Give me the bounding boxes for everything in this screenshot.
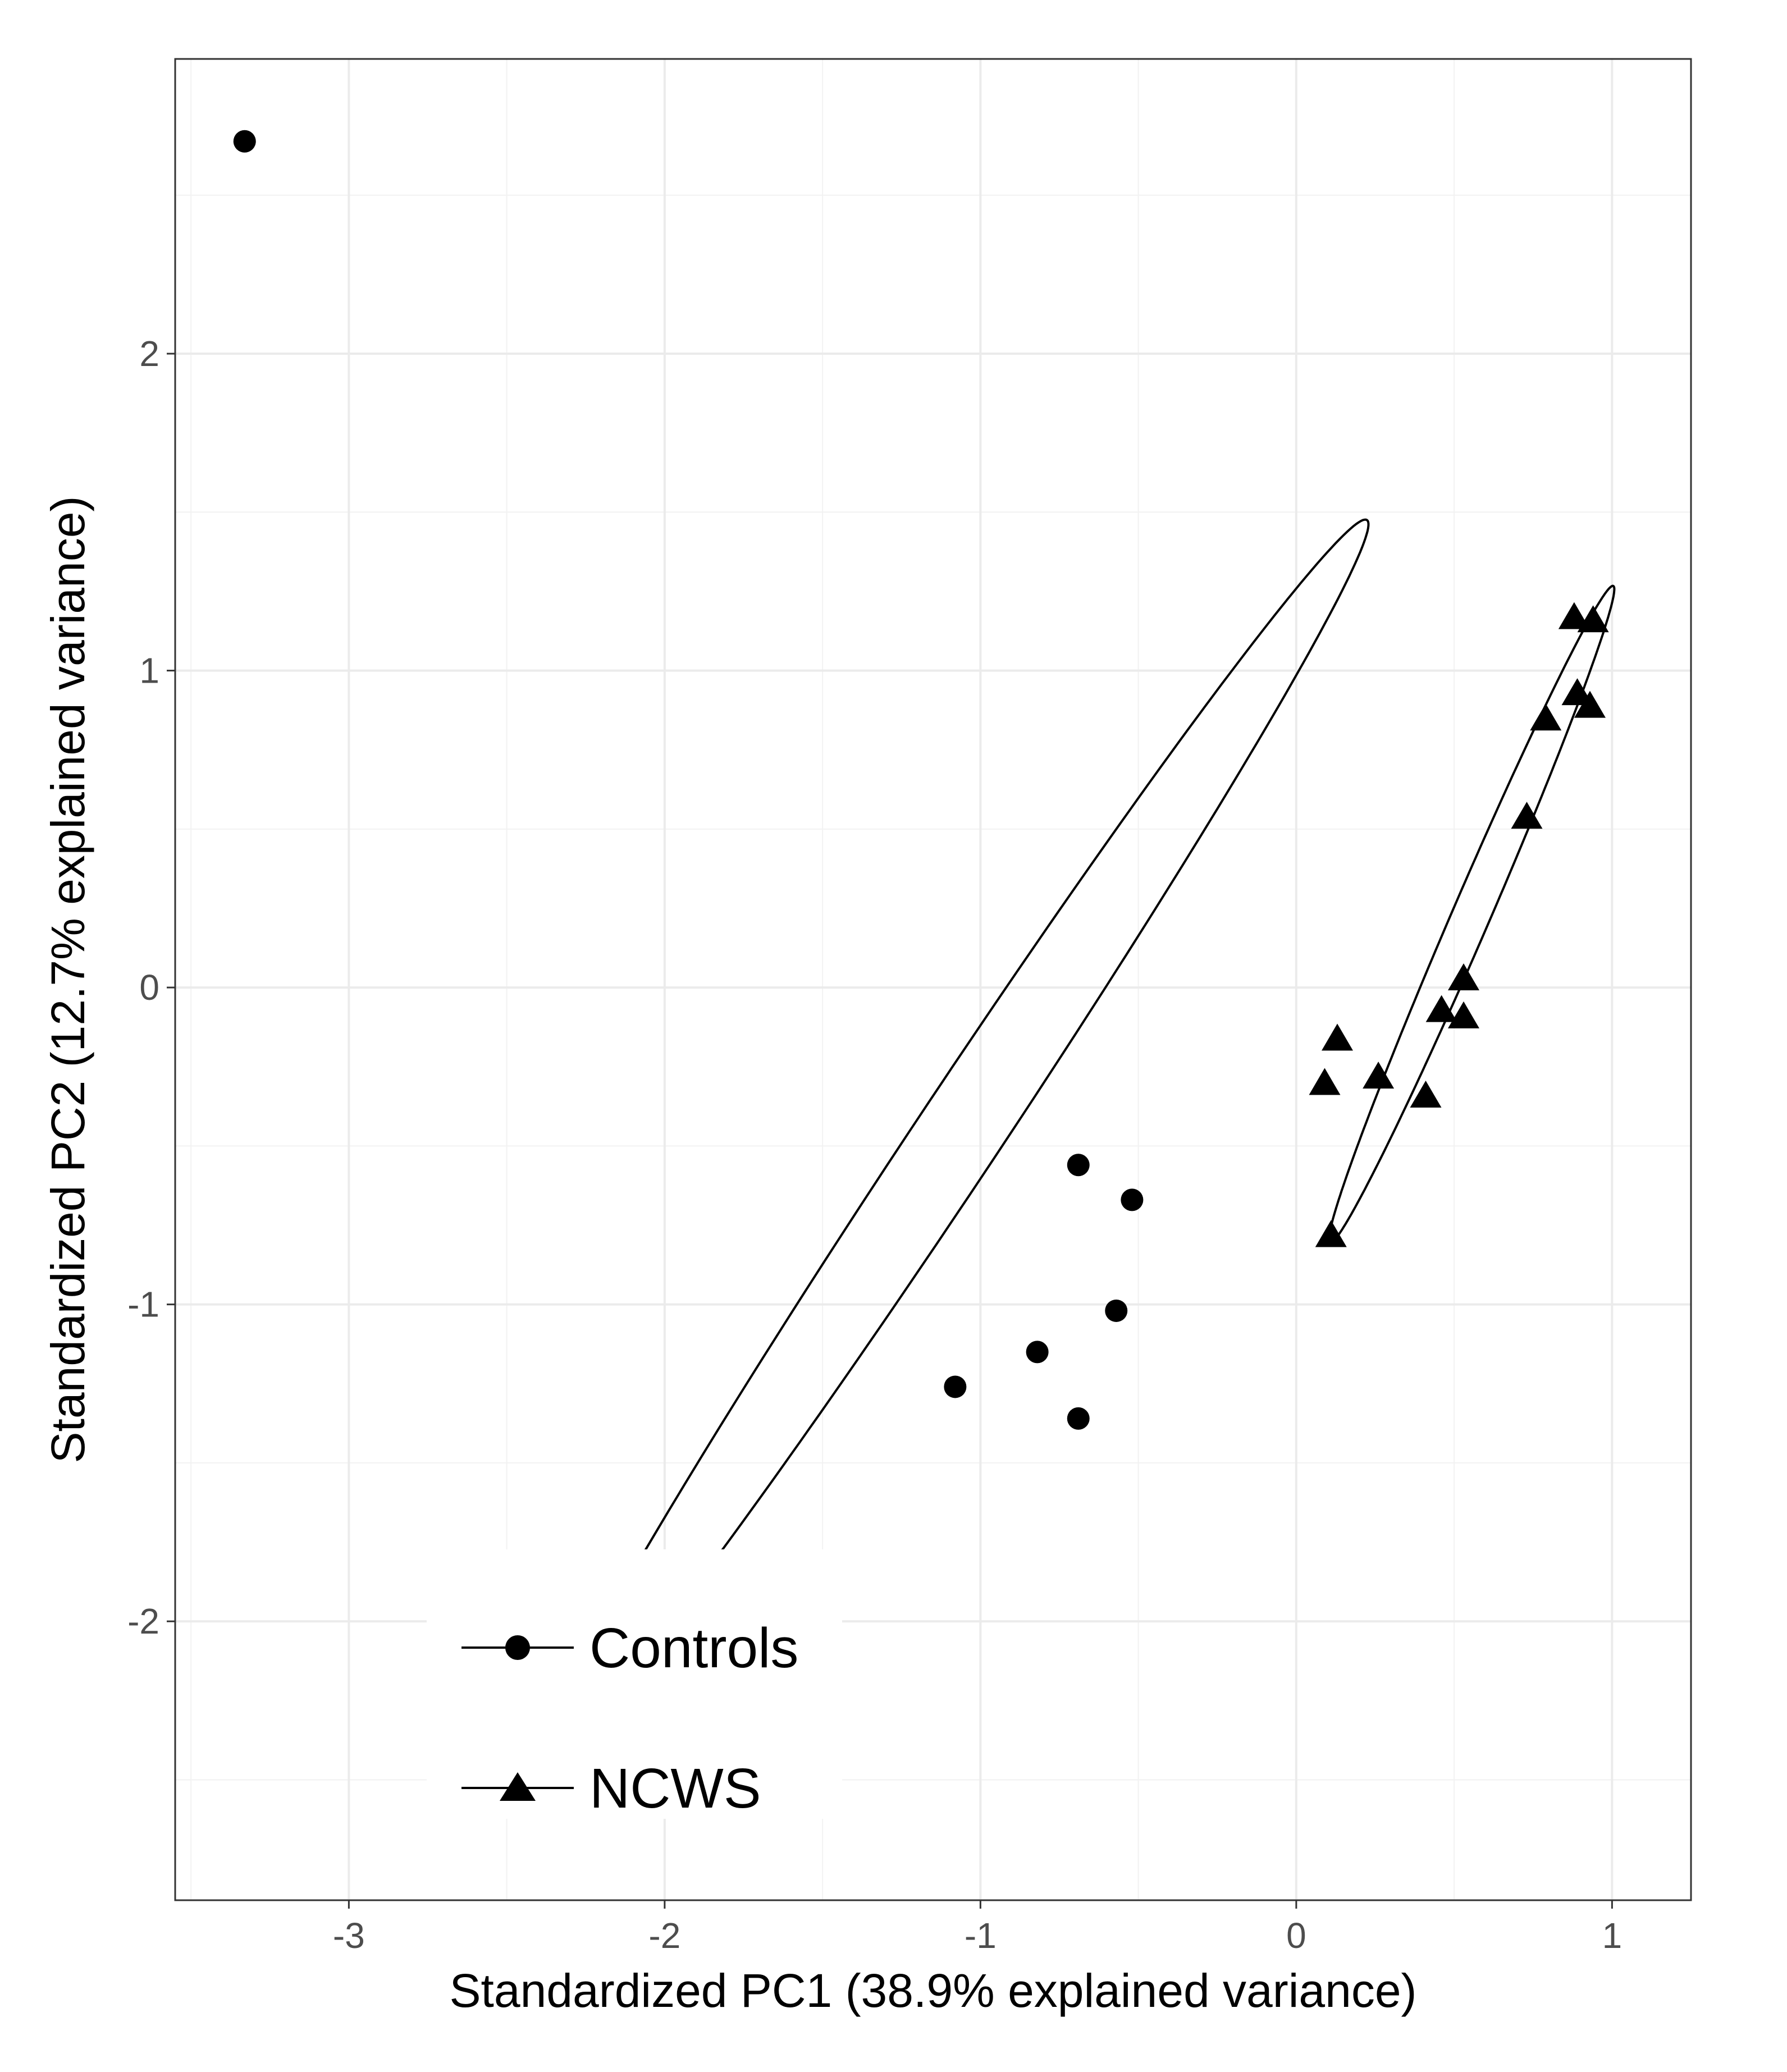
- point-ncws-9: [1448, 1001, 1479, 1028]
- panel-border: [174, 58, 1692, 1901]
- y-axis-ticks: -2 -1 0 1 2: [127, 333, 175, 1641]
- legend-label-ncws: NCWS: [589, 1757, 761, 1820]
- x-tick-label: -2: [648, 1915, 680, 1956]
- point-ncws-6: [1511, 802, 1543, 829]
- y-tick-label: 0: [139, 967, 159, 1008]
- point-ncws-2: [1577, 605, 1609, 633]
- point-ncws-11: [1309, 1068, 1341, 1095]
- legend-key-circle-icon: [505, 1635, 530, 1660]
- legend-key-triangle-icon: [500, 1772, 536, 1801]
- x-tick-label: -3: [333, 1915, 365, 1956]
- point-ncws-1: [1558, 602, 1590, 629]
- legend-background: [427, 1549, 842, 1819]
- point-ncws-5: [1530, 703, 1562, 731]
- legend-entry-controls: Controls: [461, 1617, 798, 1680]
- x-axis-title: Standardized PC1 (38.9% explained varian…: [449, 1964, 1416, 2017]
- point-ncws-13: [1410, 1081, 1442, 1108]
- legend-label-controls: Controls: [589, 1617, 798, 1680]
- point-ncws-12: [1363, 1062, 1395, 1089]
- point-ncws-3: [1561, 678, 1593, 706]
- point-controls-2: [1067, 1154, 1090, 1177]
- y-tick-label: 1: [139, 651, 159, 691]
- point-controls-4: [1105, 1299, 1128, 1322]
- legend-entry-ncws: NCWS: [461, 1757, 761, 1820]
- point-controls-7: [1067, 1407, 1090, 1430]
- point-ncws-7: [1448, 963, 1479, 991]
- y-tick-label: -1: [127, 1284, 159, 1325]
- point-ncws-14: [1315, 1220, 1347, 1247]
- x-tick-label: -1: [965, 1915, 997, 1956]
- point-controls-3: [1121, 1188, 1144, 1211]
- legend: Controls NCWS: [427, 1549, 842, 1820]
- point-controls-1: [233, 130, 256, 153]
- point-ncws-8: [1425, 995, 1457, 1022]
- y-tick-label: 2: [139, 333, 159, 374]
- point-ncws-4: [1574, 690, 1606, 718]
- x-tick-label: 0: [1286, 1915, 1306, 1956]
- y-tick-label: -2: [127, 1601, 159, 1641]
- point-controls-6: [944, 1375, 967, 1398]
- x-tick-label: 1: [1602, 1915, 1623, 1956]
- point-controls-5: [1026, 1341, 1049, 1364]
- data-points: [233, 130, 1609, 1430]
- point-ncws-10: [1322, 1023, 1353, 1051]
- x-axis-ticks: -3 -2 -1 0 1: [333, 1900, 1622, 1956]
- y-axis-title: Standardized PC2 (12.7% explained varian…: [42, 496, 94, 1463]
